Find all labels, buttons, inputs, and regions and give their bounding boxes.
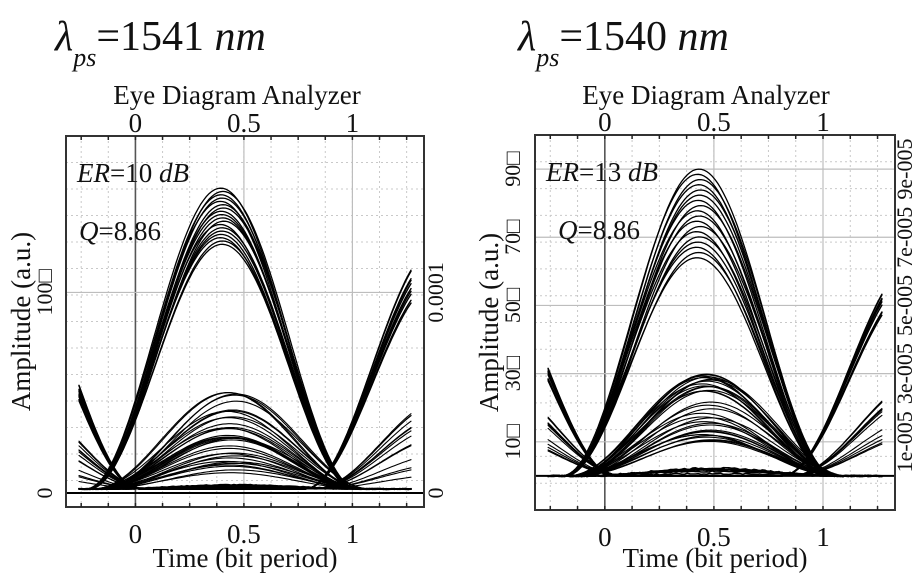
eye-traces <box>78 187 412 491</box>
trace-mid-level <box>78 410 412 490</box>
plot-frame <box>65 135 425 508</box>
top-x-tick-label: 0 <box>598 107 612 137</box>
chart-title: Eye Diagram Analyzer <box>582 80 829 110</box>
x-tick-label: 0.5 <box>227 519 261 549</box>
top-x-tick-label: 1 <box>816 107 830 137</box>
right-y-tick-label: 5e-005 <box>892 275 917 336</box>
q-factor-annotation: Q=8.86 <box>79 216 161 246</box>
trace-zero-level <box>78 485 412 491</box>
x-axis-label: Time (bit period) <box>623 543 808 573</box>
x-tick-label: 0 <box>598 522 612 552</box>
y-tick-label: 90□ <box>500 151 525 186</box>
lambda-symbol: λ <box>516 14 536 60</box>
top-x-tick-label: 0.5 <box>697 107 731 137</box>
trace-mid-level <box>547 379 883 477</box>
right-y-tick-label: 1e-005 <box>892 411 917 472</box>
wavelength-value: =1540 <box>559 14 677 60</box>
y-tick-label: 10□ <box>500 424 525 459</box>
extinction-ratio-annotation: ER=13 dB <box>545 157 658 187</box>
right-y-tick-label: 3e-005 <box>892 343 917 404</box>
extinction-ratio-annotation: ER=10 dB <box>76 158 189 188</box>
er-label: ER <box>545 157 579 187</box>
wavelength-unit: nm <box>215 14 266 60</box>
er-unit: dB <box>159 158 189 188</box>
lambda-subscript: ps <box>534 43 559 72</box>
right-y-tick-label: 7e-005 <box>892 207 917 268</box>
wavelength-unit: nm <box>678 14 729 60</box>
x-tick-label: 1 <box>816 522 830 552</box>
q-factor-annotation: Q=8.86 <box>558 215 640 245</box>
q-label: Q <box>79 216 99 246</box>
y-tick-label: 50□ <box>500 288 525 323</box>
right-y-tick-label: 0 <box>423 487 448 498</box>
q-value: =8.86 <box>99 216 161 246</box>
right-y-tick-label: 9e-005 <box>892 139 917 200</box>
chart-title: Eye Diagram Analyzer <box>113 80 360 110</box>
er-unit: dB <box>628 157 658 187</box>
x-tick-label: 1 <box>346 519 360 549</box>
right-y-tick-label: 0.0001 <box>423 262 448 323</box>
x-axis-label: Time (bit period) <box>153 543 338 573</box>
y-axis-label: Amplitude (a.u.) <box>6 232 36 411</box>
wavelength-heading: λps=1540 nm <box>516 14 729 72</box>
plot-frame <box>534 134 896 511</box>
x-tick-label: 0 <box>129 519 143 549</box>
wavelength-value: =1541 <box>96 14 214 60</box>
q-label: Q <box>558 215 578 245</box>
x-tick-label: 0.5 <box>697 522 731 552</box>
y-axis-label: Amplitude (a.u.) <box>474 233 504 412</box>
er-value: =13 <box>579 157 628 187</box>
y-tick-label: 0 <box>32 487 57 498</box>
er-label: ER <box>76 158 110 188</box>
top-x-tick-label: 1 <box>346 108 360 138</box>
y-tick-label: 100□ <box>32 269 57 315</box>
er-value: =10 <box>110 158 159 188</box>
top-x-tick-label: 0 <box>129 108 143 138</box>
trace-mid-level <box>547 374 883 477</box>
wavelength-heading: λps=1541 nm <box>53 14 266 72</box>
top-x-tick-label: 0.5 <box>227 108 261 138</box>
trace-adjacent-mid <box>78 415 412 490</box>
y-tick-label: 70□ <box>500 220 525 255</box>
lambda-symbol: λ <box>53 14 73 60</box>
lambda-subscript: ps <box>71 43 96 72</box>
y-tick-label: 30□ <box>500 356 525 391</box>
q-value: =8.86 <box>578 215 640 245</box>
